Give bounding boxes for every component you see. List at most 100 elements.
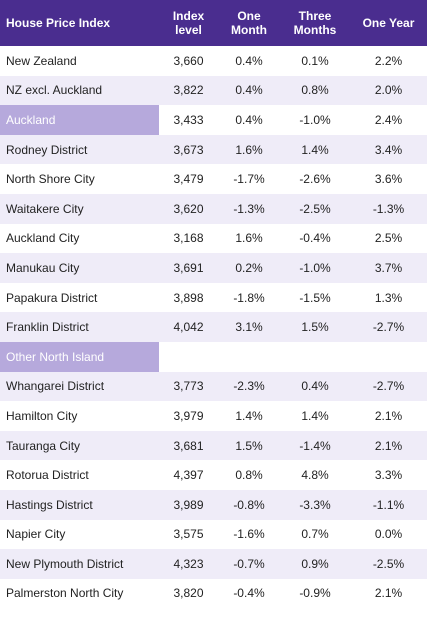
index-cell: 3,575 [159,519,218,550]
region-name: Other North Island [0,341,159,372]
one-year-cell: 2.2% [350,46,427,76]
region-name: New Zealand [0,46,159,76]
header-region: House Price Index [0,0,159,46]
three-months-cell: 1.5% [280,312,350,342]
three-months-cell: 0.7% [280,519,350,550]
region-name: Auckland [0,105,159,135]
three-months-cell: 0.9% [280,549,350,579]
index-cell: 4,397 [159,460,218,490]
one-month-cell: -2.3% [218,371,280,402]
one-year-cell: 3.3% [350,460,427,490]
one-year-cell: 3.7% [350,253,427,283]
region-name: Napier City [0,519,159,550]
one-year-cell: 3.4% [350,134,427,165]
one-month-cell: 3.1% [218,312,280,342]
one-month-cell: -1.8% [218,282,280,313]
index-cell: 3,979 [159,401,218,431]
three-months-cell: -0.9% [280,578,350,609]
index-cell: 3,620 [159,193,218,224]
header-three-months: Three Months [280,0,350,46]
one-month-cell: 0.4% [218,46,280,76]
index-cell: 3,989 [159,489,218,520]
one-month-cell: -0.7% [218,549,280,579]
region-name: Hastings District [0,489,159,520]
index-cell: 3,898 [159,282,218,313]
three-months-cell: 0.8% [280,75,350,106]
three-months-cell: -1.0% [280,253,350,283]
one-year-cell: 2.5% [350,223,427,254]
one-year-cell: 3.6% [350,164,427,194]
region-name: Auckland City [0,223,159,254]
region-name: NZ excl. Auckland [0,75,159,106]
one-year-cell: 2.1% [350,578,427,609]
one-year-cell: 0.0% [350,519,427,550]
three-months-cell: -1.0% [280,105,350,135]
one-year-cell: 2.1% [350,430,427,461]
one-month-cell: 0.4% [218,75,280,106]
index-cell: 4,042 [159,312,218,342]
region-name: New Plymouth District [0,549,159,579]
index-cell: 4,323 [159,549,218,579]
one-year-cell: -2.5% [350,549,427,579]
one-year-cell: -2.7% [350,371,427,402]
region-name: Palmerston North City [0,578,159,609]
one-month-cell: -1.3% [218,193,280,224]
region-name: Rodney District [0,134,159,165]
one-year-cell: -1.1% [350,489,427,520]
index-cell: 3,773 [159,371,218,402]
three-months-cell: -0.4% [280,223,350,254]
one-year-cell: 2.1% [350,401,427,431]
index-cell [159,341,218,372]
one-month-cell: -0.4% [218,578,280,609]
header-one-year: One Year [350,0,427,46]
one-month-cell: -1.6% [218,519,280,550]
one-year-cell: -2.7% [350,312,427,342]
index-cell: 3,681 [159,430,218,461]
index-cell: 3,168 [159,223,218,254]
index-cell: 3,433 [159,105,218,135]
three-months-cell: 1.4% [280,401,350,431]
index-cell: 3,822 [159,75,218,106]
one-year-cell: 2.0% [350,75,427,106]
one-month-cell: -1.7% [218,164,280,194]
index-cell: 3,479 [159,164,218,194]
index-cell: 3,660 [159,46,218,76]
region-name: Papakura District [0,282,159,313]
region-name: Hamilton City [0,401,159,431]
one-month-cell: 0.4% [218,105,280,135]
one-year-cell: 1.3% [350,282,427,313]
index-cell: 3,673 [159,134,218,165]
one-month-cell: 1.6% [218,134,280,165]
one-year-cell: 2.4% [350,105,427,135]
one-month-cell: 0.8% [218,460,280,490]
one-month-cell: 0.2% [218,253,280,283]
three-months-cell [280,341,350,372]
header-one-month: One Month [218,0,280,46]
region-name: Waitakere City [0,193,159,224]
one-month-cell: 1.4% [218,401,280,431]
three-months-cell: 0.1% [280,46,350,76]
three-months-cell: 4.8% [280,460,350,490]
three-months-cell: 0.4% [280,371,350,402]
three-months-cell: -1.5% [280,282,350,313]
index-cell: 3,820 [159,578,218,609]
index-cell: 3,691 [159,253,218,283]
three-months-cell: 1.4% [280,134,350,165]
region-name: Whangarei District [0,371,159,402]
three-months-cell: -3.3% [280,489,350,520]
one-month-cell: 1.5% [218,430,280,461]
region-name: Rotorua District [0,460,159,490]
one-year-cell [350,341,427,372]
one-month-cell [218,341,280,372]
one-year-cell: -1.3% [350,193,427,224]
one-month-cell: -0.8% [218,489,280,520]
region-name: Franklin District [0,312,159,342]
region-name: Manukau City [0,253,159,283]
region-name: Tauranga City [0,430,159,461]
three-months-cell: -1.4% [280,430,350,461]
region-name: North Shore City [0,164,159,194]
three-months-cell: -2.6% [280,164,350,194]
header-index-level: Index level [159,0,218,46]
one-month-cell: 1.6% [218,223,280,254]
